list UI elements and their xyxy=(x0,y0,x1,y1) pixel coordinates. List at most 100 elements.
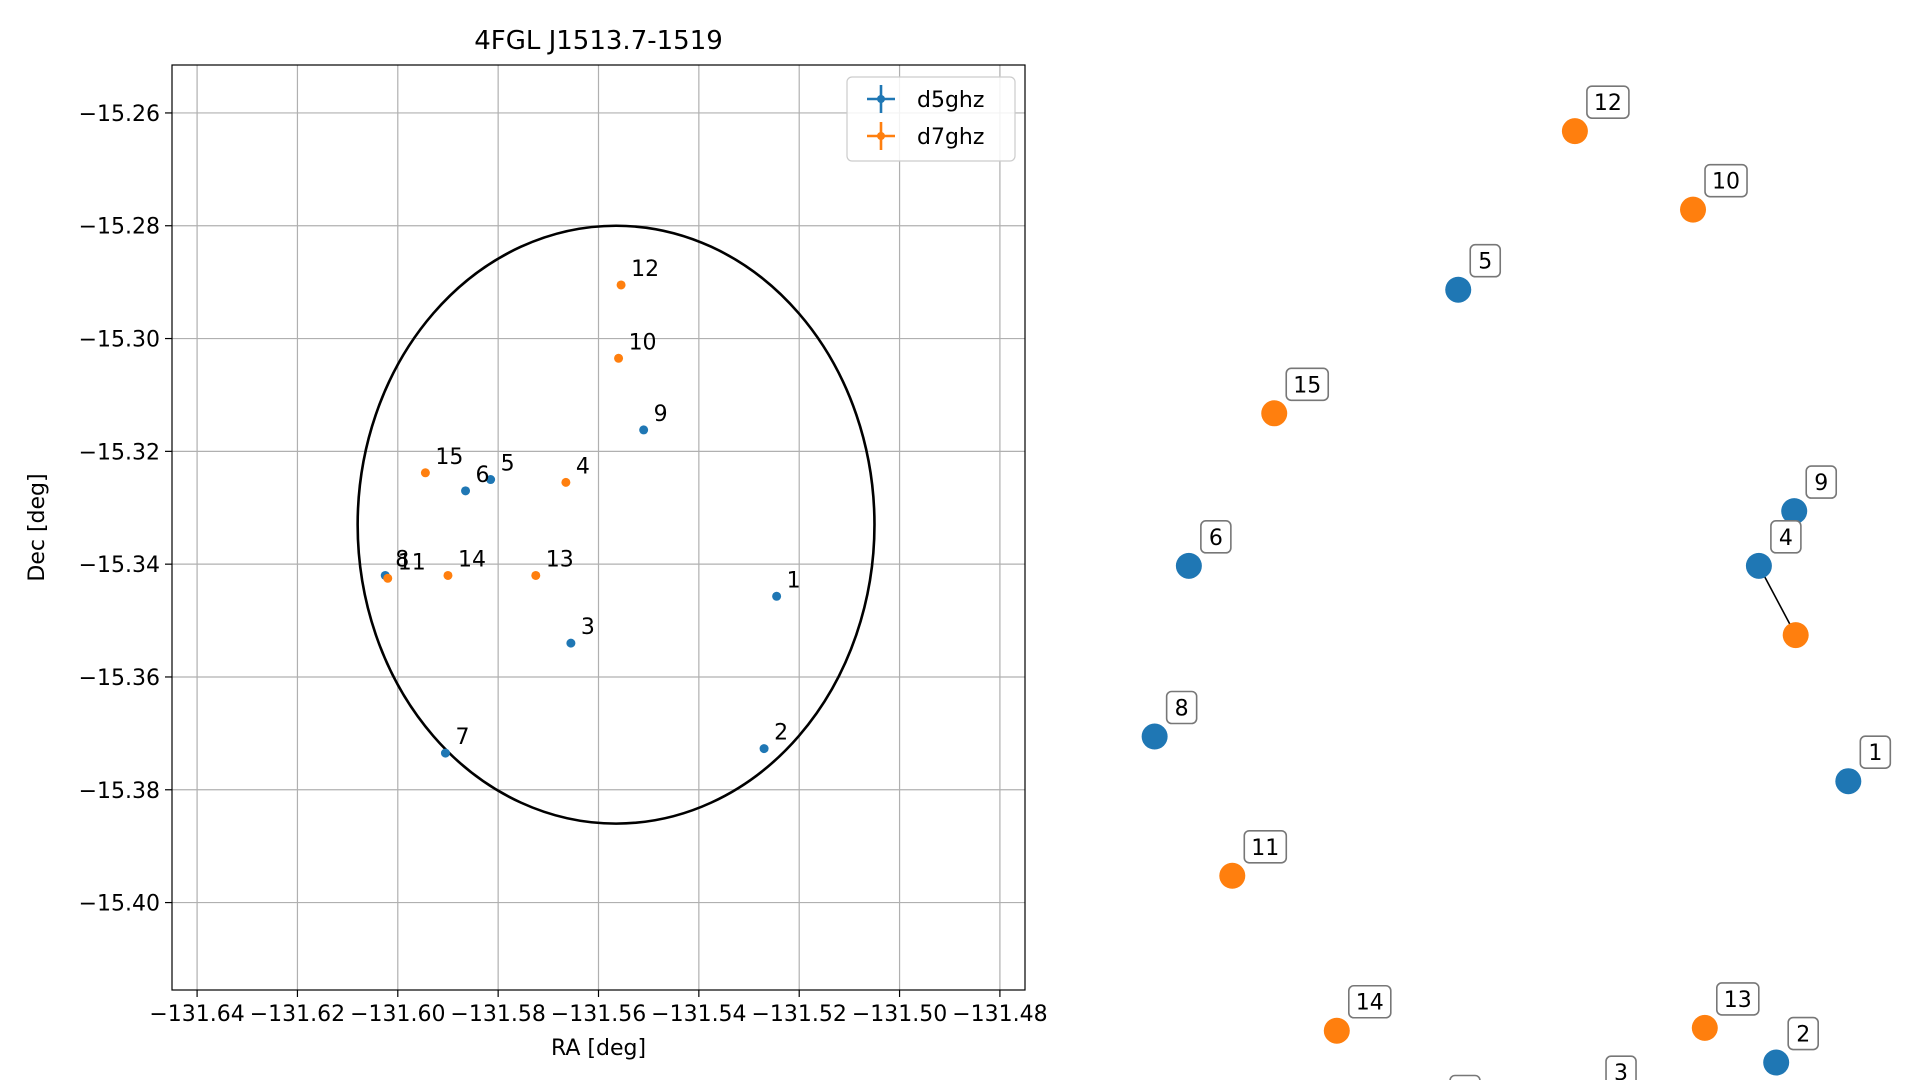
data-point-15 xyxy=(420,468,430,478)
y-tick-label: −15.40 xyxy=(79,892,160,917)
point-label-3: 3 xyxy=(581,615,595,640)
data-point-12 xyxy=(616,280,626,290)
marker-label-box xyxy=(1348,984,1392,1019)
data-point-10 xyxy=(614,353,624,363)
legend: d5ghz d7ghz xyxy=(846,76,1016,162)
marker-label-5: 5 xyxy=(1478,250,1492,275)
point-label-13: 13 xyxy=(546,547,574,572)
data-point-11 xyxy=(383,573,393,583)
marker-label-box xyxy=(1859,735,1892,769)
data-point-9 xyxy=(639,425,649,435)
y-tick-label: −15.34 xyxy=(79,553,160,578)
x-tick-label: −131.48 xyxy=(952,1002,1047,1027)
x-tick-label: −131.60 xyxy=(350,1002,445,1027)
marker-5 xyxy=(1445,276,1472,303)
point-label-4: 4 xyxy=(576,454,590,479)
x-tick-label: −131.54 xyxy=(651,1002,746,1027)
marker-label-14: 14 xyxy=(1356,991,1384,1016)
point-label-7: 7 xyxy=(455,725,469,750)
marker-4 xyxy=(1745,552,1772,579)
marker-label-1: 1 xyxy=(1868,741,1882,766)
marker-2 xyxy=(1763,1049,1790,1076)
legend-marker-dot xyxy=(877,95,885,103)
legend-label-d7ghz: d7ghz xyxy=(917,125,984,150)
chart-title: 4FGL J1513.7-1519 xyxy=(474,26,723,56)
right-marker-layout: 121051596481111413237 xyxy=(1141,85,1892,1080)
x-tick-label: −131.56 xyxy=(551,1002,646,1027)
legend-label-d5ghz: d5ghz xyxy=(917,88,984,113)
marker-label-box xyxy=(1449,1074,1481,1080)
marker-11 xyxy=(1219,862,1246,889)
y-tick-label: −15.36 xyxy=(79,666,160,691)
y-tick-label: −15.26 xyxy=(79,102,160,127)
point-label-14: 14 xyxy=(458,547,486,572)
marker-12 xyxy=(1561,118,1588,145)
marker-label-13: 13 xyxy=(1724,988,1752,1013)
marker-1 xyxy=(1835,768,1862,795)
marker-label-box xyxy=(1200,520,1232,554)
marker-label-10: 10 xyxy=(1712,170,1740,195)
point-label-11: 11 xyxy=(398,550,426,575)
y-tick-label: −15.38 xyxy=(79,779,160,804)
point-label-10: 10 xyxy=(629,330,657,355)
x-tick-label: −131.64 xyxy=(149,1002,244,1027)
marker-label-box xyxy=(1165,690,1198,725)
y-axis-label: Dec [deg] xyxy=(25,473,50,581)
data-point-6 xyxy=(461,486,471,496)
point-label-5: 5 xyxy=(501,452,515,477)
x-tick-label: −131.62 xyxy=(250,1002,345,1027)
marker-label-box xyxy=(1469,243,1502,278)
marker-9 xyxy=(1781,498,1808,525)
marker-label-box xyxy=(1605,1055,1637,1080)
marker-13 xyxy=(1691,1014,1718,1041)
marker-10 xyxy=(1680,196,1707,223)
data-point-14 xyxy=(443,570,453,580)
point-label-8: 8 xyxy=(395,547,409,572)
point-label-9: 9 xyxy=(654,402,668,427)
marker-6 xyxy=(1175,552,1202,579)
data-point-2 xyxy=(759,744,769,754)
data-point-4 xyxy=(561,477,571,487)
marker-label-2: 2 xyxy=(1796,1023,1810,1048)
y-axis-ticks: −15.26 −15.28 −15.30 −15.32 −15.34 −15.36 −15.… xyxy=(79,102,172,917)
data-point-3 xyxy=(566,638,576,648)
marker-label-12: 12 xyxy=(1594,91,1622,116)
point-label-1: 1 xyxy=(787,568,801,593)
marker-label-box xyxy=(1704,163,1748,198)
marker-label-11: 11 xyxy=(1251,836,1279,861)
data-point-7 xyxy=(440,748,450,758)
x-tick-label: −131.52 xyxy=(751,1002,846,1027)
point-label-6: 6 xyxy=(476,463,490,488)
x-tick-label: −131.58 xyxy=(450,1002,545,1027)
marker-label-8: 8 xyxy=(1175,697,1189,722)
marker-label-4: 4 xyxy=(1779,526,1793,551)
x-axis-ticks: −131.64 −131.62 −131.60 −131.58 −131.56 −131.… xyxy=(149,990,1048,1027)
marker-label-box xyxy=(1586,85,1630,119)
x-tick-label: −131.50 xyxy=(852,1002,947,1027)
y-tick-label: −15.32 xyxy=(79,440,160,465)
marker-label-6: 6 xyxy=(1209,526,1223,551)
data-point-1 xyxy=(772,591,782,601)
y-tick-label: −15.30 xyxy=(79,328,160,353)
marker-label-box xyxy=(1787,1016,1819,1051)
marker-15 xyxy=(1261,400,1288,427)
marker-label-9: 9 xyxy=(1814,471,1828,496)
error-ellipse xyxy=(356,224,876,825)
marker-label-box xyxy=(1285,367,1330,402)
marker-8 xyxy=(1141,723,1168,750)
point-label-15: 15 xyxy=(435,445,463,470)
y-tick-label: −15.28 xyxy=(79,215,160,240)
marker-label-box xyxy=(1716,982,1760,1016)
x-axis-label: RA [deg] xyxy=(551,1036,646,1061)
marker-label-3: 3 xyxy=(1614,1061,1628,1080)
marker-4b xyxy=(1782,622,1809,649)
data-point-5 xyxy=(486,475,496,485)
marker-label-box xyxy=(1805,465,1838,499)
connector-line xyxy=(1758,565,1797,636)
marker-label-box xyxy=(1770,520,1802,554)
error-ellipse-layer xyxy=(356,224,876,825)
legend-marker-dot xyxy=(877,132,885,140)
